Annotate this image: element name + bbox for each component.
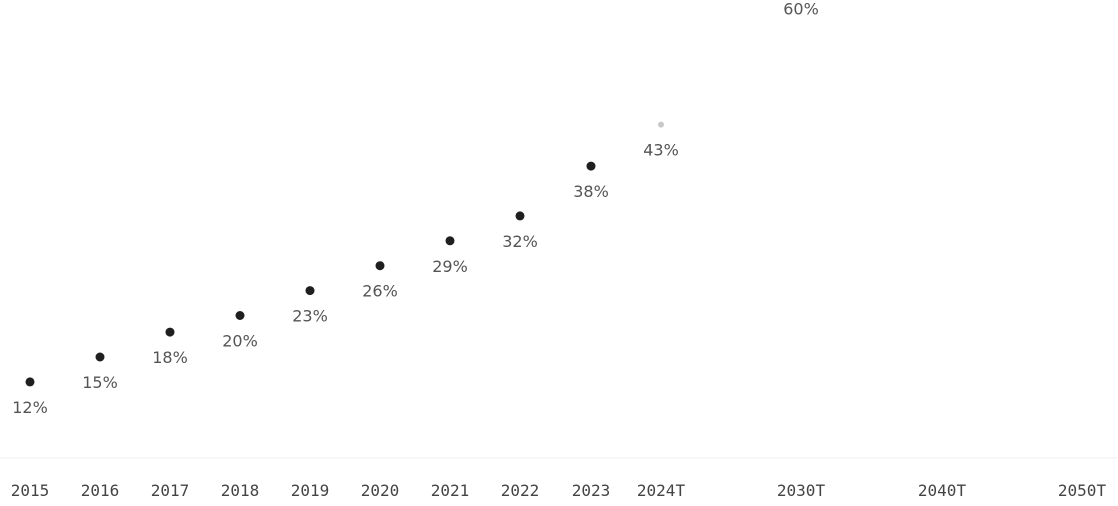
data-label-2021: 29% (432, 257, 468, 276)
x-tick-2024t: 2024T (637, 481, 686, 500)
x-tick-labels-layer: 2015 2016 2017 2018 2019 2020 2021 2022 2023 2024… (11, 481, 1107, 500)
data-label-2020: 26% (362, 282, 398, 301)
data-point-2021 (445, 236, 455, 246)
data-label-2017: 18% (152, 348, 188, 367)
x-tick-2023: 2023 (572, 481, 611, 500)
value-labels-layer: 12%15%18%20%23%26%29%32%38%43%60%69%71% (12, 0, 819, 417)
x-tick-2030t: 2030T (777, 481, 826, 500)
data-point-2024t (658, 121, 664, 128)
data-label-2018: 20% (222, 332, 258, 351)
x-tick-2040t: 2040T (918, 481, 967, 500)
x-tick-2015: 2015 (11, 481, 50, 500)
data-point-2023 (586, 161, 596, 171)
x-tick-2050t: 2050T (1058, 481, 1107, 500)
x-tick-2021: 2021 (431, 481, 470, 500)
data-label-2019: 23% (292, 307, 328, 326)
points-layer (25, 121, 664, 387)
data-label-2016: 15% (82, 373, 118, 392)
x-tick-2020: 2020 (361, 481, 400, 500)
data-point-2020 (375, 261, 385, 271)
x-tick-2017: 2017 (151, 481, 190, 500)
data-label-2022: 32% (502, 232, 538, 251)
data-label-2024t: 43% (643, 141, 679, 160)
data-point-2017 (165, 327, 175, 337)
x-tick-2016: 2016 (81, 481, 120, 500)
x-tick-2019: 2019 (291, 481, 330, 500)
data-point-2022 (515, 211, 525, 221)
data-label-2030t: 60% (783, 0, 819, 19)
x-tick-2022: 2022 (501, 481, 540, 500)
data-point-2016 (95, 352, 105, 362)
data-point-2018 (235, 311, 245, 320)
x-tick-2018: 2018 (221, 481, 260, 500)
data-point-2019 (305, 286, 315, 296)
data-label-2015: 12% (12, 398, 48, 417)
data-label-2023: 38% (573, 182, 609, 201)
data-point-2015 (25, 377, 35, 387)
